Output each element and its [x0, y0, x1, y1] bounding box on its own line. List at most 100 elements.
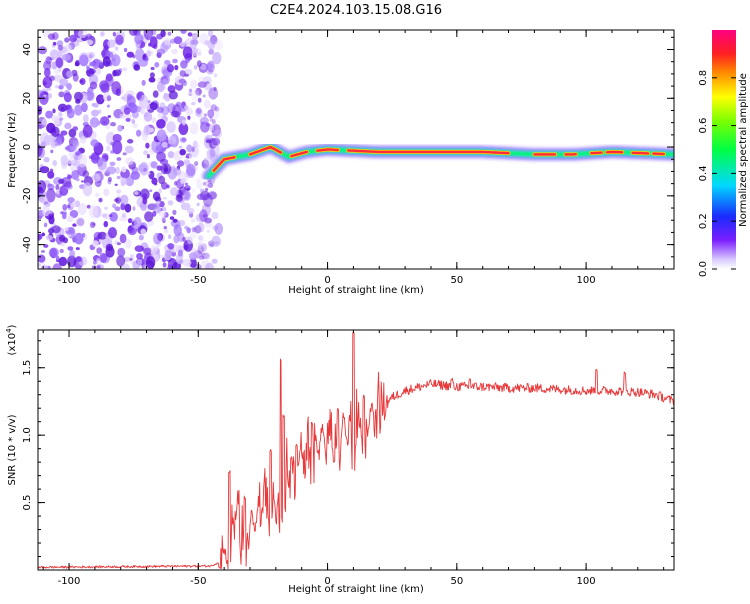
- noise-blob: [54, 69, 59, 74]
- noise-blob: [128, 227, 135, 234]
- spectrogram-image: [34, 25, 674, 274]
- noise-blob: [205, 263, 214, 273]
- noise-blob: [189, 89, 192, 93]
- noise-blob: [189, 252, 197, 260]
- noise-blob: [46, 123, 55, 133]
- noise-blob: [110, 122, 116, 126]
- noise-blob: [121, 167, 126, 173]
- noise-blob: [151, 178, 157, 185]
- noise-blob: [59, 79, 68, 87]
- noise-blob: [91, 110, 99, 117]
- noise-blob: [198, 81, 207, 87]
- noise-blob: [53, 42, 56, 46]
- noise-blob: [101, 50, 106, 57]
- snr-xlabel: Height of straight line (km): [288, 584, 424, 595]
- noise-blob: [197, 60, 202, 67]
- noise-blob: [117, 157, 122, 161]
- noise-blob: [94, 60, 103, 67]
- noise-blob: [131, 171, 140, 180]
- noise-blob: [182, 237, 186, 242]
- noise-blob: [172, 59, 178, 64]
- noise-blob: [83, 114, 89, 122]
- noise-blob: [107, 39, 115, 47]
- noise-blob: [44, 95, 47, 97]
- noise-blob: [113, 134, 122, 143]
- noise-blob: [75, 217, 85, 227]
- noise-blob: [202, 203, 211, 216]
- noise-blob: [180, 28, 186, 34]
- noise-blob: [67, 197, 74, 203]
- x-tick-label: -50: [190, 275, 206, 286]
- noise-blob: [98, 198, 102, 203]
- noise-blob: [75, 151, 81, 156]
- noise-blob: [42, 119, 47, 126]
- noise-blob: [146, 256, 155, 269]
- noise-blob: [100, 97, 103, 101]
- noise-blob: [165, 250, 172, 259]
- y-tick-label: 0.5: [22, 495, 33, 511]
- noise-blob: [210, 124, 213, 127]
- noise-blob: [61, 130, 68, 135]
- noise-blob: [109, 214, 112, 217]
- noise-blob: [139, 162, 149, 176]
- noise-blob: [192, 248, 196, 252]
- noise-blob: [162, 79, 168, 85]
- noise-blob: [198, 235, 204, 240]
- noise-blob: [42, 233, 45, 237]
- noise-blob: [153, 233, 161, 245]
- noise-blob: [52, 160, 57, 166]
- noise-blob: [171, 111, 180, 117]
- noise-blob: [136, 130, 141, 137]
- noise-blob: [184, 190, 191, 201]
- noise-blob: [115, 46, 118, 50]
- noise-blob: [179, 149, 186, 155]
- noise-blob: [200, 189, 205, 193]
- noise-blob: [50, 150, 53, 154]
- noise-blob: [41, 264, 48, 271]
- noise-blob: [52, 225, 61, 233]
- noise-blob: [48, 184, 52, 187]
- noise-blob: [64, 211, 67, 215]
- noise-blob: [177, 160, 184, 166]
- noise-blob: [212, 259, 218, 264]
- noise-blob: [157, 129, 167, 141]
- noise-blob: [156, 119, 166, 129]
- noise-blob: [44, 157, 50, 162]
- colorbar-tick-label: 0.8: [698, 70, 709, 86]
- noise-blob: [160, 30, 165, 37]
- noise-blob: [134, 33, 143, 44]
- noise-blob: [206, 140, 211, 144]
- noise-blob: [213, 129, 222, 139]
- noise-blob: [157, 107, 162, 113]
- noise-blob: [168, 151, 175, 158]
- noise-blob: [67, 175, 72, 179]
- noise-blob: [168, 135, 176, 144]
- noise-blob: [133, 206, 136, 211]
- noise-blob: [79, 55, 88, 67]
- noise-blob: [38, 46, 47, 54]
- noise-blob: [150, 102, 158, 110]
- noise-blob: [124, 48, 127, 52]
- noise-blob: [64, 92, 72, 102]
- noise-blob: [114, 69, 122, 76]
- noise-blob: [159, 211, 166, 217]
- noise-blob: [49, 248, 59, 258]
- noise-blob: [169, 91, 178, 100]
- colorbar-tick-label: 0.6: [698, 118, 709, 134]
- noise-blob: [199, 256, 204, 260]
- noise-blob: [70, 166, 75, 172]
- y-tick-label: -20: [22, 188, 33, 204]
- noise-blob: [127, 96, 136, 108]
- noise-blob: [48, 215, 54, 224]
- noise-blob: [151, 245, 158, 253]
- noise-blob: [103, 189, 109, 197]
- noise-blob: [197, 194, 206, 201]
- noise-blob: [60, 249, 64, 253]
- y-tick-label: 1.0: [22, 427, 33, 443]
- ridge-peak: [348, 151, 508, 154]
- ridge-peak: [317, 150, 338, 151]
- noise-blob: [50, 169, 53, 173]
- noise-blob: [168, 234, 171, 239]
- noise-blob: [132, 119, 136, 124]
